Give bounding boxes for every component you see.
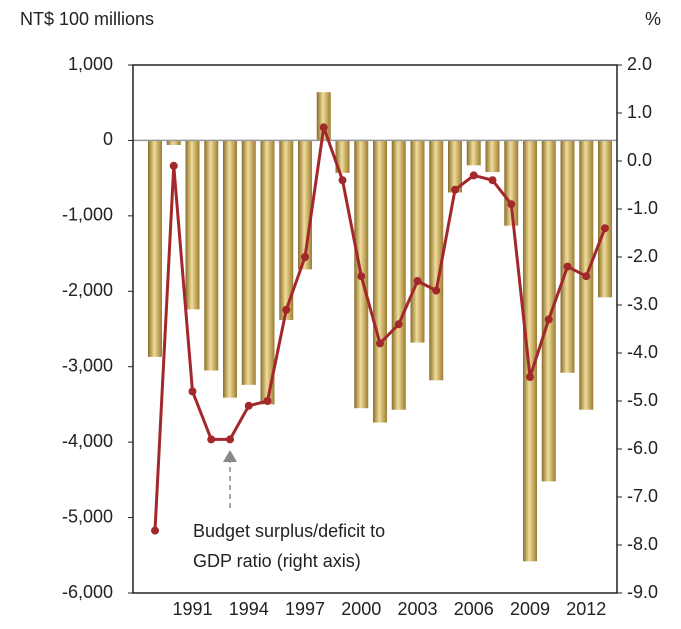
y2-axis-label: % (645, 9, 661, 29)
y-tick-label: 1,000 (68, 54, 113, 74)
y2-tick-label: -3.0 (627, 294, 658, 314)
point (226, 435, 234, 444)
point (151, 526, 159, 535)
annotation: GDP ratio (right axis) (193, 551, 361, 571)
point (338, 176, 347, 185)
y2-tick-label: 0.0 (627, 150, 652, 170)
bar (373, 140, 387, 423)
bar (410, 140, 425, 343)
y-tick-label: -5,000 (62, 506, 113, 526)
y-tick-label: -6,000 (62, 582, 113, 602)
point (169, 161, 178, 170)
bar (279, 140, 294, 320)
point (301, 253, 309, 261)
x-tick-label: 2003 (397, 599, 437, 619)
y-tick-label: 0 (103, 129, 113, 149)
point (563, 262, 572, 271)
x-tick-label: 2000 (341, 599, 381, 619)
point (263, 397, 272, 405)
y2-tick-label: -1.0 (627, 198, 658, 218)
point (526, 373, 534, 381)
bar (466, 140, 481, 166)
point (432, 286, 441, 295)
bar (260, 140, 275, 405)
y2-tick-label: -6.0 (627, 438, 658, 458)
point (357, 272, 366, 281)
bar (185, 140, 200, 310)
point (394, 320, 403, 329)
y-axis-label: NT$ 100 millions (20, 9, 154, 29)
point (413, 277, 422, 285)
bar (391, 140, 406, 410)
bar (523, 140, 537, 562)
point (207, 435, 216, 444)
x-tick-label: 2006 (454, 599, 494, 619)
point (319, 123, 328, 132)
bar (148, 140, 162, 357)
bar (485, 140, 500, 173)
bar (335, 140, 350, 173)
y-tick-label: -1,000 (62, 205, 113, 225)
bar (241, 140, 256, 385)
bar (598, 140, 612, 298)
point (601, 224, 609, 233)
plot-frame (132, 64, 618, 594)
annotation: Budget surplus/deficit to (193, 521, 385, 541)
y-tick-label: -4,000 (62, 431, 113, 451)
y2-tick-label: -4.0 (627, 342, 658, 362)
point (507, 200, 516, 209)
bar (166, 140, 181, 145)
y2-tick-label: 1.0 (627, 102, 652, 122)
bar (560, 140, 575, 373)
x-tick-label: 2009 (510, 599, 550, 619)
point (282, 305, 291, 314)
bar (429, 140, 444, 381)
bar (223, 140, 237, 398)
bar (448, 140, 462, 193)
point (582, 272, 591, 281)
bar (541, 140, 556, 482)
point (544, 315, 553, 324)
point (188, 387, 197, 396)
point (469, 171, 478, 180)
bar (204, 140, 219, 371)
y2-tick-label: -8.0 (627, 534, 658, 554)
y2-tick-label: -7.0 (627, 486, 658, 506)
point (488, 176, 497, 185)
y-tick-label: -3,000 (62, 355, 113, 375)
y-tick-label: -2,000 (62, 280, 113, 300)
arrow-head (223, 450, 237, 462)
point (376, 339, 384, 348)
point (451, 185, 459, 194)
x-tick-label: 2012 (566, 599, 606, 619)
x-tick-label: 1994 (229, 599, 269, 619)
point (244, 401, 253, 410)
y2-tick-label: 2.0 (627, 54, 652, 74)
y2-tick-label: -9.0 (627, 582, 658, 602)
y2-tick-label: -5.0 (627, 390, 658, 410)
x-tick-label: 1997 (285, 599, 325, 619)
x-tick-label: 1991 (172, 599, 212, 619)
y2-tick-label: -2.0 (627, 246, 658, 266)
